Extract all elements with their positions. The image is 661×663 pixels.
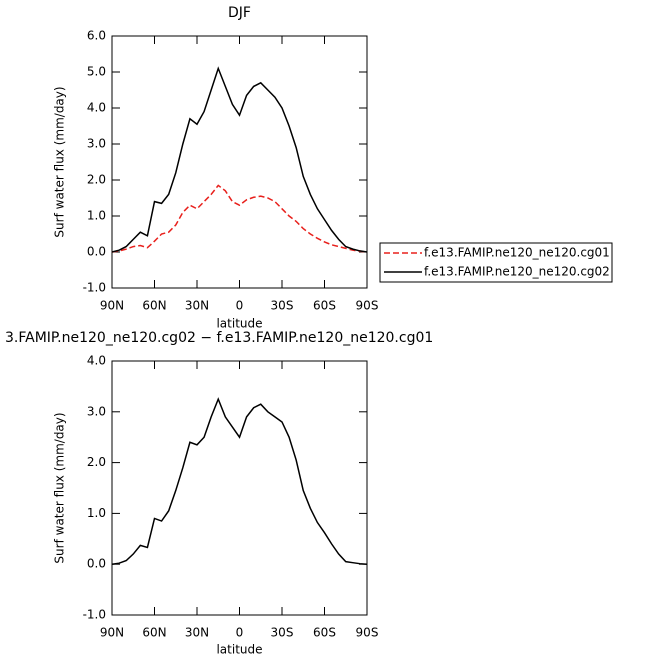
x-tick-label: 60N xyxy=(142,299,166,313)
x-tick-label: 90S xyxy=(356,626,379,640)
legend-box xyxy=(379,242,613,283)
line xyxy=(111,397,368,565)
x-axis-label: latitude xyxy=(216,643,262,657)
y-tick-label: -1.0 xyxy=(83,608,106,622)
x-tick-label: 30S xyxy=(271,299,294,313)
y-tick-label: -1.0 xyxy=(83,281,106,295)
y-tick-label: 1.0 xyxy=(87,209,106,223)
legend-label: f.e13.FAMIP.ne120_ne120.cg01 xyxy=(424,246,610,260)
y-tick-label: 3.0 xyxy=(87,137,106,151)
plot-frame xyxy=(111,360,368,616)
x-tick-label: 90S xyxy=(356,299,379,313)
x-tick-label: 60S xyxy=(313,626,336,640)
y-axis-label: Surf water flux (mm/day) xyxy=(53,412,67,563)
y-tick-label: 1.0 xyxy=(87,506,106,520)
plot-frame xyxy=(111,35,368,289)
line xyxy=(111,184,368,253)
x-tick-label: 30S xyxy=(271,626,294,640)
x-tick-label: 60S xyxy=(313,299,336,313)
y-tick-label: 3.0 xyxy=(87,404,106,418)
x-tick-label: 90N xyxy=(100,626,124,640)
y-axis-label: Surf water flux (mm/day) xyxy=(53,86,67,237)
y-tick-label: 2.0 xyxy=(87,455,106,469)
line xyxy=(111,66,368,253)
chart-title: 3.FAMIP.ne120_ne120.cg02 − f.e13.FAMIP.n… xyxy=(5,330,433,346)
x-tick-label: 30N xyxy=(185,626,209,640)
x-axis-label: latitude xyxy=(216,317,262,331)
x-tick-label: 90N xyxy=(100,299,124,313)
y-tick-label: 0.0 xyxy=(87,245,106,259)
y-tick-label: 6.0 xyxy=(87,29,106,43)
y-tick-label: 5.0 xyxy=(87,65,106,79)
legend-label: f.e13.FAMIP.ne120_ne120.cg02 xyxy=(424,265,610,279)
y-tick-label: 4.0 xyxy=(87,354,106,368)
x-tick-label: 0 xyxy=(236,626,244,640)
y-tick-label: 2.0 xyxy=(87,173,106,187)
y-tick-label: 4.0 xyxy=(87,101,106,115)
chart-title: DJF xyxy=(228,5,251,21)
x-tick-label: 0 xyxy=(236,299,244,313)
x-tick-label: 60N xyxy=(142,626,166,640)
y-tick-label: 0.0 xyxy=(87,557,106,571)
x-tick-label: 30N xyxy=(185,299,209,313)
